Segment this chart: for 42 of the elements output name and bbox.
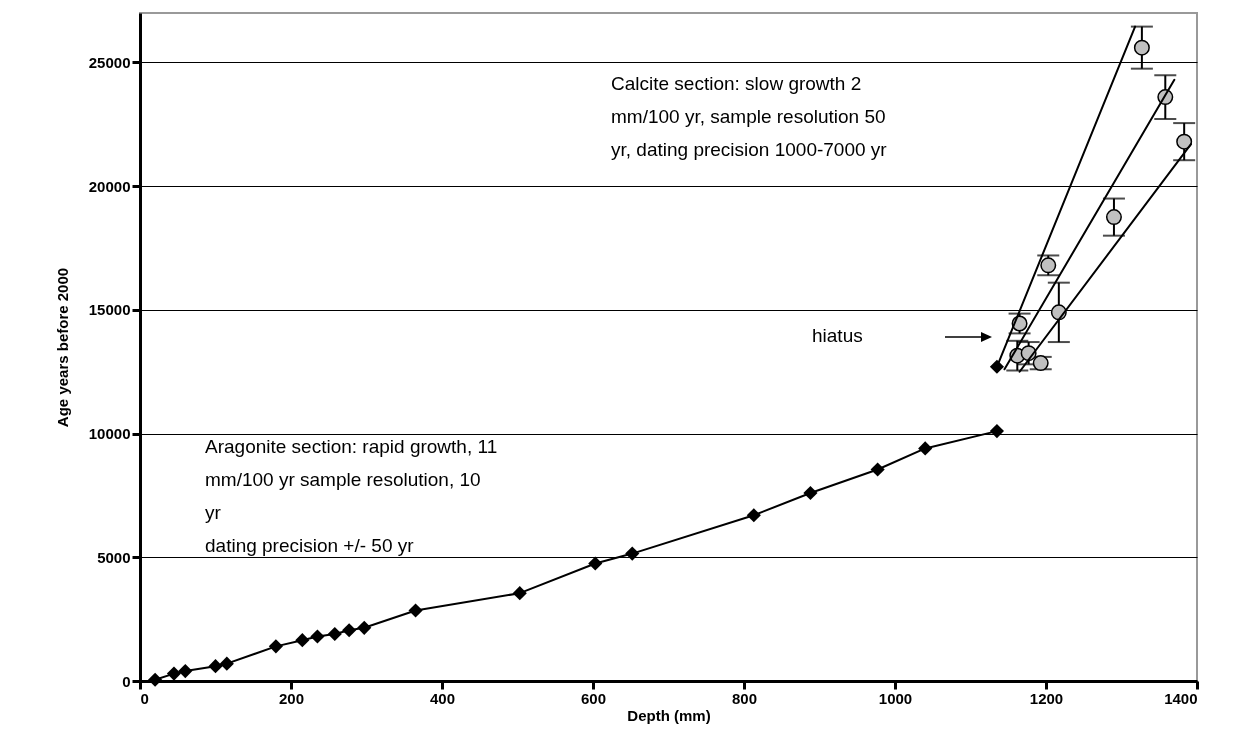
point: [166, 666, 182, 681]
point: [357, 620, 372, 635]
x-tick-label: 1400: [1164, 689, 1198, 707]
annotation: Aragonite section: rapid growth, 11 mm/100 yr sample resolution, 10 yr dating precision +/- 50 yr: [205, 436, 498, 556]
x-tick-label: 800: [731, 689, 758, 707]
point: [310, 629, 325, 644]
y-tick-label: 25000: [88, 53, 131, 71]
point: [208, 659, 223, 674]
y-tick-label: 0: [122, 672, 131, 690]
x-tick-label: 1000: [878, 689, 913, 707]
point: [219, 656, 234, 671]
point: [1133, 39, 1150, 56]
x-tick-label: 1200: [1029, 689, 1064, 707]
annotation: hiatus: [812, 325, 863, 346]
point: [148, 672, 163, 687]
y-tick-label: 20000: [88, 177, 131, 195]
point: [625, 546, 640, 561]
y-tick-label: 5000: [97, 548, 131, 566]
point: [327, 626, 342, 642]
point: [342, 623, 357, 638]
y-tick-label: 10000: [88, 425, 131, 443]
point: [918, 441, 933, 456]
point: [178, 664, 193, 679]
annotation: Calcite section: slow growth 2 mm/100 yr, sample resolution 50 yr, dating precision 1000-7000 yr: [611, 73, 888, 160]
point: [746, 508, 761, 523]
x-tick-label: 600: [580, 689, 607, 707]
x-tick-label: 400: [429, 689, 456, 707]
point: [1105, 209, 1122, 226]
point: [588, 556, 603, 571]
y-axis-title: Age years before 2000: [53, 267, 71, 428]
point: [268, 639, 283, 654]
point: [512, 586, 527, 601]
point: [803, 485, 818, 501]
point: [870, 462, 885, 477]
point: [295, 633, 310, 648]
x-tick-label: 0: [140, 689, 149, 707]
x-axis-title: Depth (mm): [627, 706, 711, 724]
point: [989, 424, 1004, 439]
x-tick-label: 200: [278, 689, 305, 707]
y-tick-label: 15000: [88, 301, 131, 319]
point: [408, 603, 423, 618]
point: [1176, 133, 1193, 150]
